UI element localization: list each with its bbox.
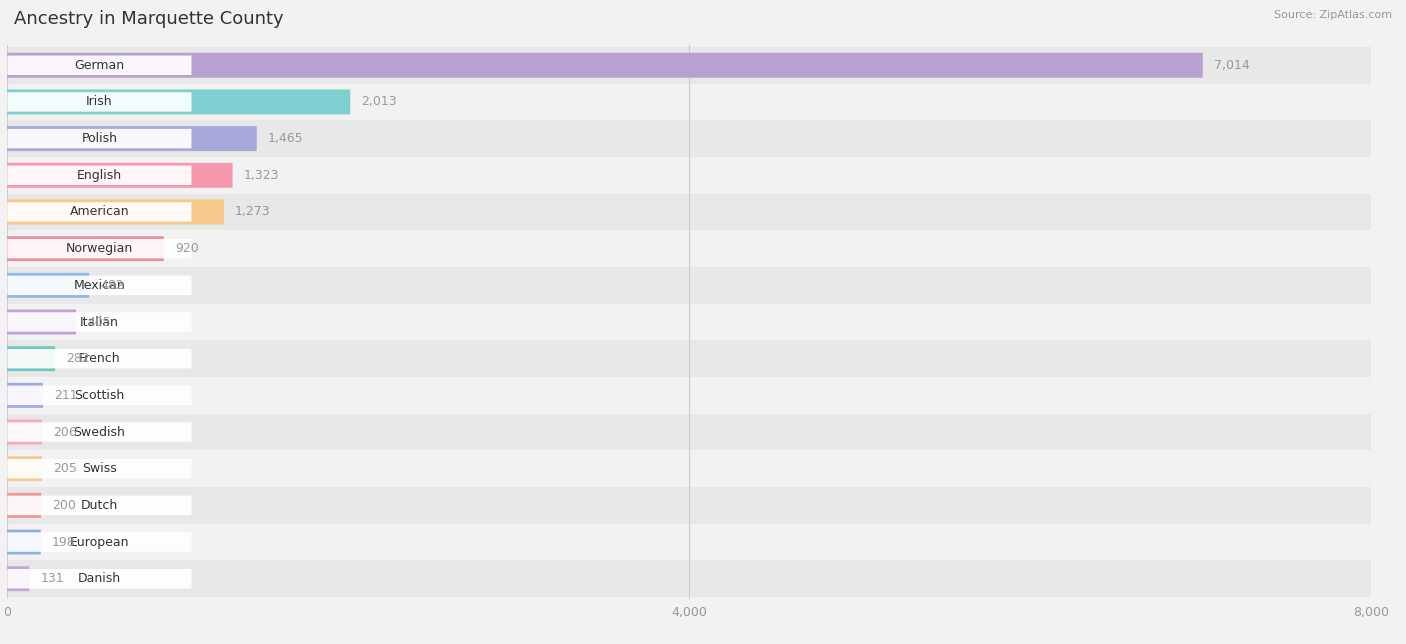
FancyBboxPatch shape xyxy=(7,236,165,261)
FancyBboxPatch shape xyxy=(7,166,191,185)
Text: American: American xyxy=(70,205,129,218)
Bar xyxy=(7,413,1371,450)
Text: Scottish: Scottish xyxy=(75,389,125,402)
Text: 482: 482 xyxy=(100,279,124,292)
Text: 405: 405 xyxy=(87,316,111,328)
Text: English: English xyxy=(77,169,122,182)
Text: 200: 200 xyxy=(52,499,76,512)
FancyBboxPatch shape xyxy=(7,383,44,408)
Text: 131: 131 xyxy=(41,573,63,585)
Bar xyxy=(7,84,1371,120)
FancyBboxPatch shape xyxy=(7,163,232,188)
FancyBboxPatch shape xyxy=(7,273,89,298)
Text: European: European xyxy=(70,536,129,549)
Bar xyxy=(7,487,1371,524)
Bar xyxy=(7,377,1371,413)
Text: Ancestry in Marquette County: Ancestry in Marquette County xyxy=(14,10,284,28)
FancyBboxPatch shape xyxy=(7,419,42,444)
FancyBboxPatch shape xyxy=(7,496,191,515)
Text: 206: 206 xyxy=(53,426,77,439)
Text: 1,465: 1,465 xyxy=(267,132,304,145)
Text: 7,014: 7,014 xyxy=(1213,59,1250,71)
Bar xyxy=(7,231,1371,267)
Text: 205: 205 xyxy=(53,462,77,475)
FancyBboxPatch shape xyxy=(7,459,191,478)
Bar xyxy=(7,120,1371,157)
FancyBboxPatch shape xyxy=(7,126,257,151)
Text: Norwegian: Norwegian xyxy=(66,242,134,255)
FancyBboxPatch shape xyxy=(7,312,191,332)
Text: 1,323: 1,323 xyxy=(243,169,278,182)
FancyBboxPatch shape xyxy=(7,55,191,75)
Text: 1,273: 1,273 xyxy=(235,205,270,218)
Text: Italian: Italian xyxy=(80,316,120,328)
Text: Irish: Irish xyxy=(86,95,112,108)
FancyBboxPatch shape xyxy=(7,53,1202,78)
Text: 2,013: 2,013 xyxy=(361,95,396,108)
FancyBboxPatch shape xyxy=(7,386,191,405)
FancyBboxPatch shape xyxy=(7,239,191,258)
FancyBboxPatch shape xyxy=(7,200,224,225)
Bar xyxy=(7,560,1371,597)
FancyBboxPatch shape xyxy=(7,349,191,368)
Text: Polish: Polish xyxy=(82,132,118,145)
Bar xyxy=(7,157,1371,194)
FancyBboxPatch shape xyxy=(7,493,41,518)
Bar xyxy=(7,304,1371,340)
FancyBboxPatch shape xyxy=(7,422,191,442)
Text: French: French xyxy=(79,352,121,365)
Text: Swedish: Swedish xyxy=(73,426,125,439)
Text: 920: 920 xyxy=(174,242,198,255)
Bar xyxy=(7,340,1371,377)
FancyBboxPatch shape xyxy=(7,129,191,148)
FancyBboxPatch shape xyxy=(7,92,191,111)
FancyBboxPatch shape xyxy=(7,346,55,371)
Text: Mexican: Mexican xyxy=(73,279,125,292)
FancyBboxPatch shape xyxy=(7,310,76,334)
Text: 282: 282 xyxy=(66,352,90,365)
Text: 211: 211 xyxy=(53,389,77,402)
FancyBboxPatch shape xyxy=(7,202,191,222)
Text: Swiss: Swiss xyxy=(82,462,117,475)
Text: Dutch: Dutch xyxy=(80,499,118,512)
FancyBboxPatch shape xyxy=(7,276,191,295)
Bar xyxy=(7,450,1371,487)
Bar xyxy=(7,47,1371,84)
FancyBboxPatch shape xyxy=(7,569,191,589)
Bar xyxy=(7,194,1371,231)
Text: Source: ZipAtlas.com: Source: ZipAtlas.com xyxy=(1274,10,1392,20)
Bar xyxy=(7,524,1371,560)
FancyBboxPatch shape xyxy=(7,533,191,552)
Text: Danish: Danish xyxy=(77,573,121,585)
Text: 198: 198 xyxy=(52,536,76,549)
Text: German: German xyxy=(75,59,125,71)
FancyBboxPatch shape xyxy=(7,456,42,481)
FancyBboxPatch shape xyxy=(7,90,350,115)
FancyBboxPatch shape xyxy=(7,529,41,554)
FancyBboxPatch shape xyxy=(7,566,30,591)
Bar xyxy=(7,267,1371,304)
